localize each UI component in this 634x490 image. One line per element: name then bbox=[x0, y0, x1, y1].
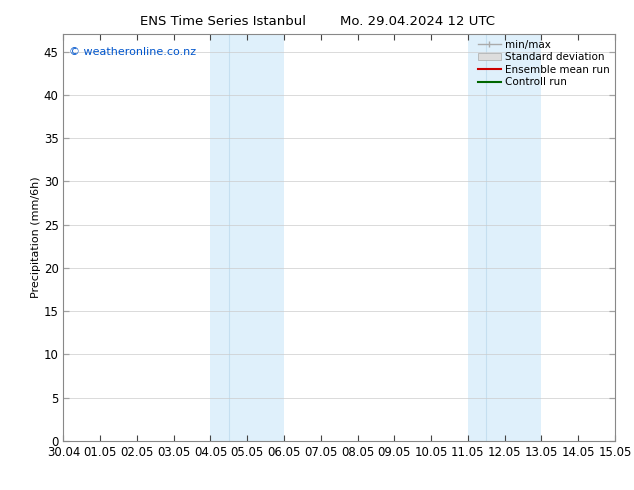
Bar bbox=[210, 34, 284, 441]
Legend: min/max, Standard deviation, Ensemble mean run, Controll run: min/max, Standard deviation, Ensemble me… bbox=[476, 37, 612, 89]
Bar bbox=[468, 34, 541, 441]
Text: ENS Time Series Istanbul        Mo. 29.04.2024 12 UTC: ENS Time Series Istanbul Mo. 29.04.2024 … bbox=[139, 15, 495, 28]
Y-axis label: Precipitation (mm/6h): Precipitation (mm/6h) bbox=[31, 177, 41, 298]
Text: © weatheronline.co.nz: © weatheronline.co.nz bbox=[69, 47, 196, 56]
